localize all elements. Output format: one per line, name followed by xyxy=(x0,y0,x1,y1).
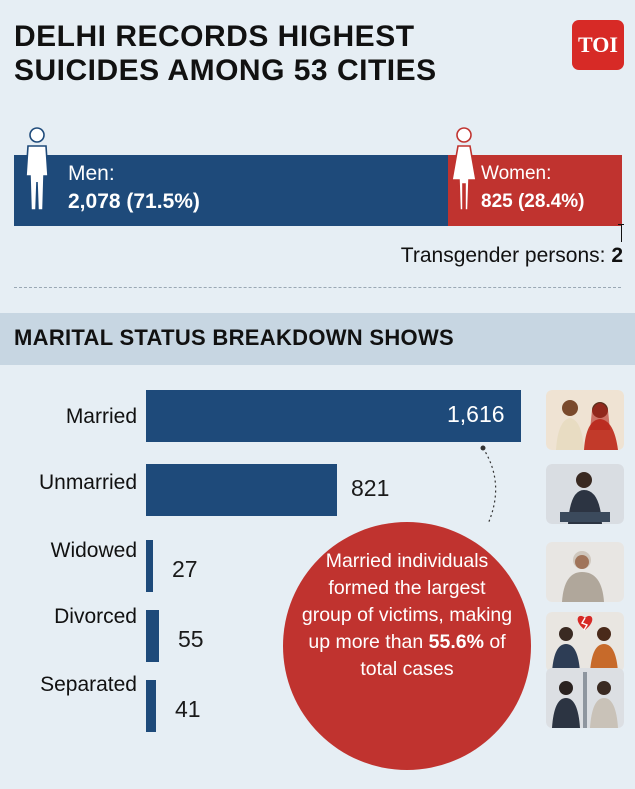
title-line-2: SUICIDES AMONG 53 CITIES xyxy=(14,54,437,87)
divider xyxy=(14,287,621,288)
female-figure-icon xyxy=(451,127,477,211)
women-value: 825 (28.4%) xyxy=(481,191,585,212)
category-label-unmarried: Unmarried xyxy=(38,471,137,494)
value-label-widowed: 27 xyxy=(172,556,198,582)
callout-text: Married individuals formed the largest g… xyxy=(301,548,513,683)
transgender-value: 2 xyxy=(611,244,623,267)
women-bar xyxy=(448,155,622,226)
transgender-marker xyxy=(618,224,624,242)
divorced-couple-photo xyxy=(546,612,624,672)
bar-married xyxy=(146,390,521,442)
category-label-widowed: Widowed xyxy=(50,539,137,562)
men-value: 2,078 (71.5%) xyxy=(68,190,200,213)
callout-circle: Married individuals formed the largest g… xyxy=(283,522,531,770)
women-stat: Women: 825 (28.4%) xyxy=(481,160,585,216)
bar-divorced xyxy=(146,610,159,662)
married-couple-photo xyxy=(546,390,624,450)
bar-unmarried xyxy=(146,464,337,516)
unmarried-person-photo xyxy=(546,464,624,524)
value-label-unmarried: 821 xyxy=(351,475,390,501)
value-label-separated: 41 xyxy=(175,696,201,722)
title-line-1: DELHI RECORDS HIGHEST xyxy=(14,20,415,53)
women-label: Women: xyxy=(481,163,552,184)
widowed-person-photo xyxy=(546,542,624,602)
male-figure-icon xyxy=(25,127,49,211)
value-label-married: 1,616 xyxy=(447,401,505,427)
page-title: DELHI RECORDS HIGHEST SUICIDES AMONG 53 … xyxy=(14,20,437,88)
toi-logo: TOI xyxy=(572,20,624,70)
value-label-divorced: 55 xyxy=(178,626,204,652)
bar-widowed xyxy=(146,540,153,592)
men-stat: Men: 2,078 (71.5%) xyxy=(68,160,200,216)
men-label: Men: xyxy=(68,162,115,185)
category-label-married: Married xyxy=(65,405,137,428)
men-bar xyxy=(14,155,448,226)
category-label-divorced: Divorced xyxy=(54,605,137,628)
section-title: MARITAL STATUS BREAKDOWN SHOWS xyxy=(14,325,455,350)
section-header: MARITAL STATUS BREAKDOWN SHOWS xyxy=(0,313,635,365)
callout-body: Married individuals formed the largest g… xyxy=(301,550,513,653)
callout-suffix: of total cases xyxy=(360,631,506,680)
separated-couple-photo xyxy=(546,668,624,728)
category-label-separated: Separated xyxy=(40,673,137,696)
bar-separated xyxy=(146,680,156,732)
transgender-label: Transgender persons: xyxy=(400,244,606,267)
transgender-stat: Transgender persons: 2 xyxy=(401,244,623,268)
callout-highlight: 55.6% xyxy=(428,631,484,653)
